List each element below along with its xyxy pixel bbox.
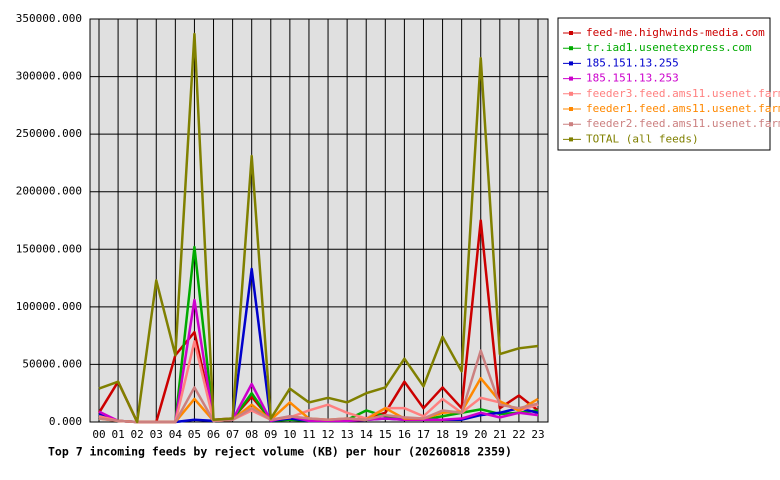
x-tick-label: 11 [302,428,315,441]
y-tick-label: 150000.000 [16,242,82,255]
y-tick-label: 300000.000 [16,70,82,83]
x-tick-label: 21 [493,428,506,441]
x-tick-label: 15 [379,428,392,441]
legend-label: 185.151.13.253 [586,72,679,85]
x-tick-label: 06 [207,428,220,441]
y-tick-label: 200000.000 [16,185,82,198]
x-tick-label: 04 [169,428,183,441]
x-tick-label: 23 [531,428,544,441]
x-tick-label: 10 [283,428,296,441]
x-tick-label: 02 [131,428,144,441]
legend-marker [569,122,573,127]
legend-label: TOTAL (all feeds) [586,132,699,145]
legend-label: 185.151.13.255 [586,56,679,69]
series-line [98,32,539,424]
x-tick-label: 20 [474,428,487,441]
y-tick-label: 0.000 [49,415,82,428]
legend-marker [569,91,573,96]
x-tick-label: 18 [436,428,449,441]
legend-marker [569,31,573,35]
y-tick-label: 350000.000 [16,12,82,25]
y-tick-label: 100000.000 [16,300,82,313]
x-tick-label: 03 [150,428,163,441]
y-tick-label: 50000.000 [22,357,82,370]
x-tick-label: 05 [188,428,201,441]
x-tick-label: 12 [321,428,334,441]
legend-marker [569,76,573,81]
legend-marker [569,107,573,111]
x-tick-label: 01 [111,428,124,441]
y-tick-label: 250000.000 [16,127,82,140]
legend-label: feed-me.highwinds-media.com [586,26,765,39]
x-tick-label: 16 [398,428,411,441]
x-tick-label: 09 [264,428,277,441]
x-tick-label: 07 [226,428,239,441]
legend-marker [569,61,573,66]
chart-title: Top 7 incoming feeds by reject volume (K… [48,445,512,459]
legend-label: feeder2.feed.ams11.usenet.farm [586,117,780,130]
x-tick-label: 14 [360,428,374,441]
series-line [98,349,539,424]
x-tick-label: 22 [512,428,525,441]
x-tick-label: 00 [92,428,105,441]
x-tick-label: 17 [417,428,430,441]
legend-label: feeder3.feed.ams11.usenet.farm [586,87,780,100]
legend-box [557,17,771,151]
legend-marker [569,137,573,142]
x-tick-label: 13 [341,428,354,441]
legend-marker [569,46,573,51]
legend-label: tr.iad1.usenetexpress.com [586,41,752,54]
x-tick-label: 08 [245,428,258,441]
x-tick-label: 19 [455,428,468,441]
legend-label: feeder1.feed.ams11.usenet.farm [586,102,780,115]
